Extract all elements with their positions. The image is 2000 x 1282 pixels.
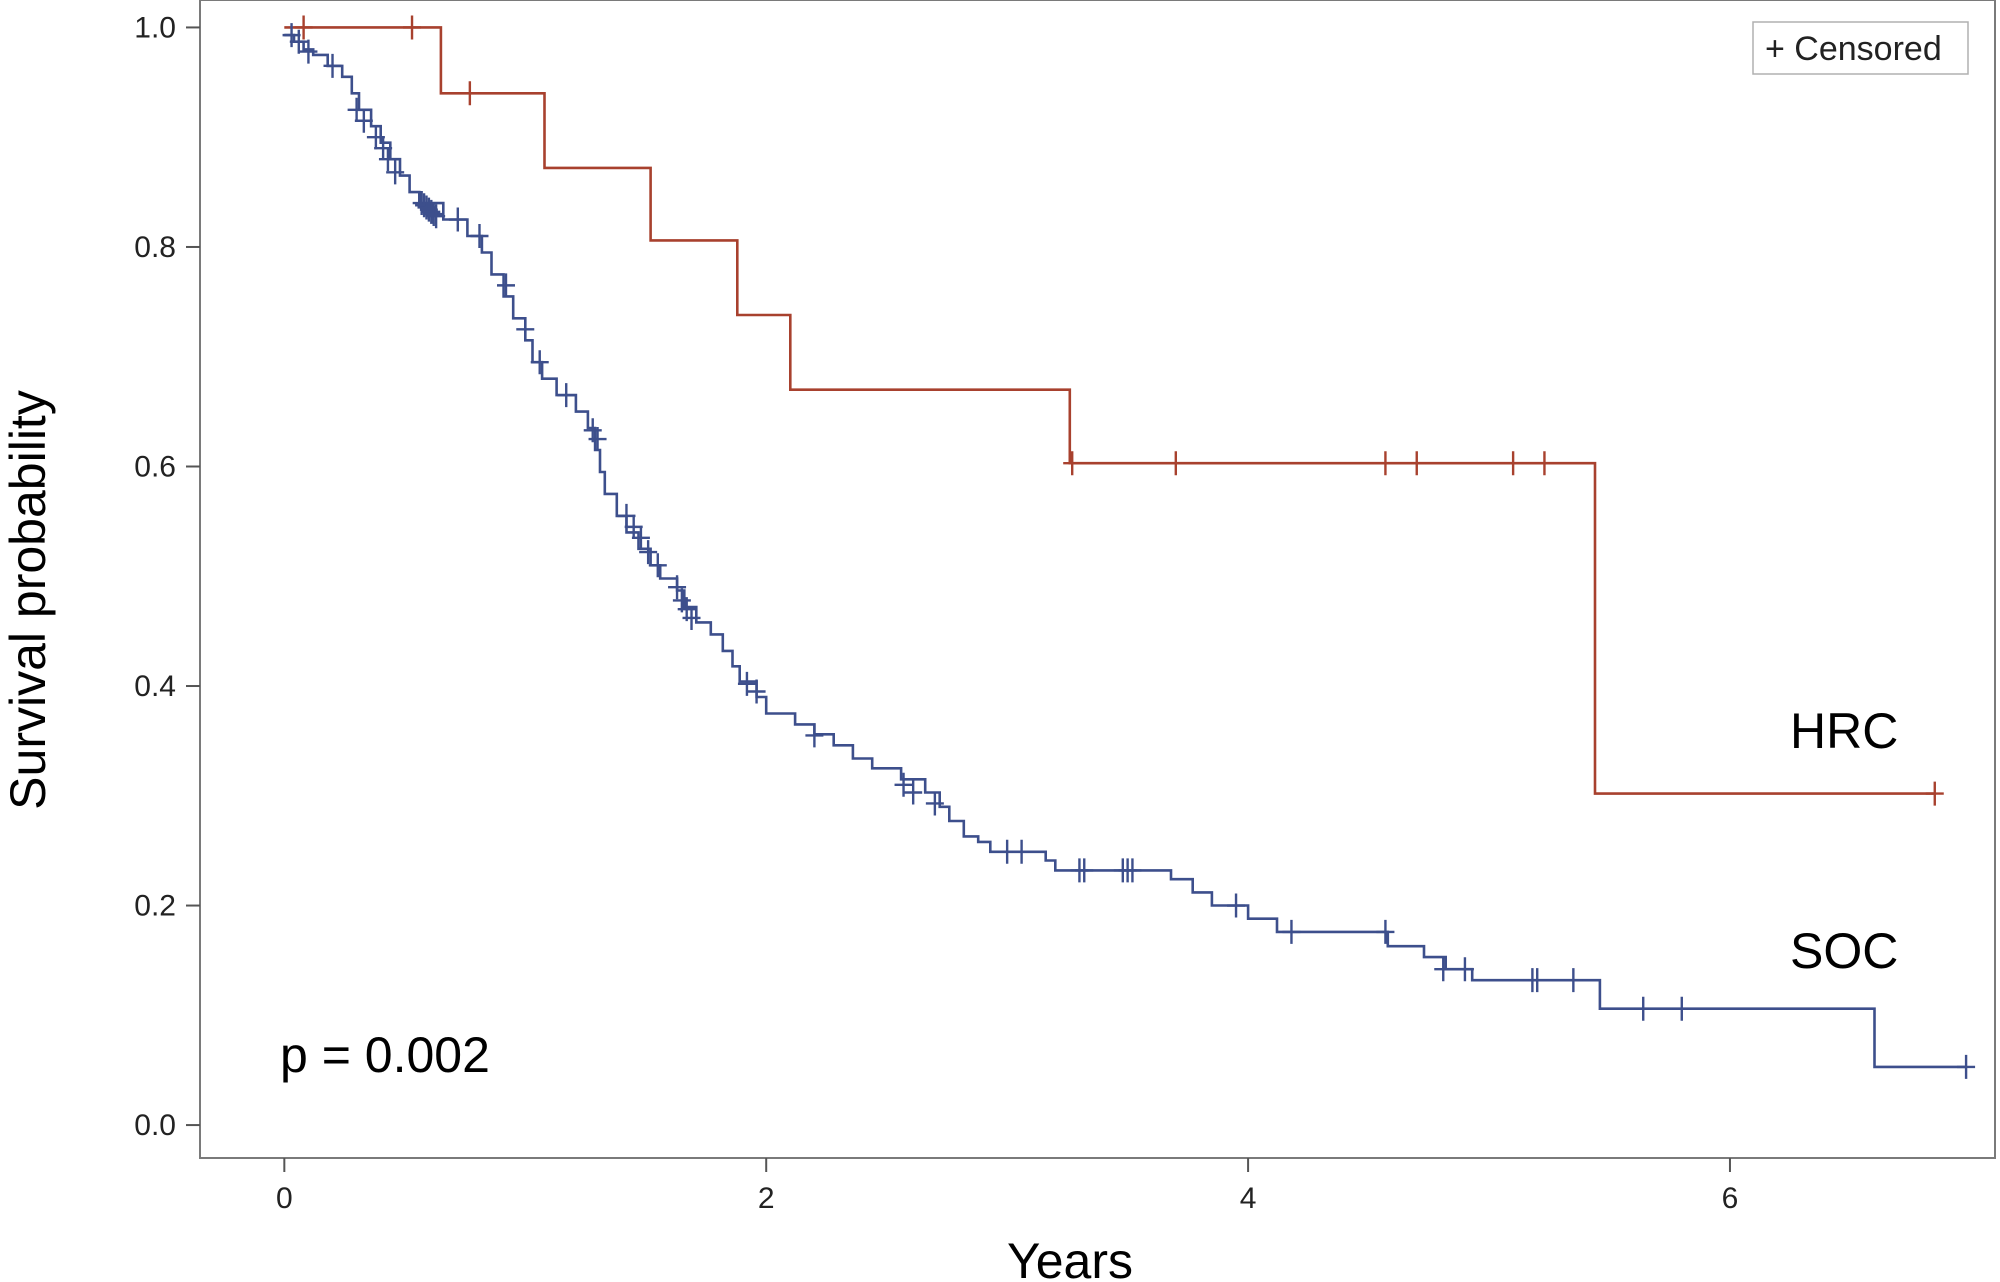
- censor-mark: [1434, 957, 1453, 982]
- censor-mark: [1925, 781, 1944, 806]
- censor-mark: [557, 383, 576, 408]
- censor-mark: [347, 97, 366, 122]
- y-tick-label: 0.6: [134, 450, 176, 483]
- censor-mark: [639, 540, 658, 565]
- censor-mark: [894, 772, 913, 797]
- censor-mark: [648, 553, 667, 578]
- censor-mark: [588, 427, 607, 452]
- legend-box: [1752, 21, 1969, 75]
- hrc-series-label: HRC: [1790, 703, 1898, 759]
- censor-mark: [1123, 858, 1142, 883]
- censor-mark: [1166, 451, 1185, 476]
- censor-mark: [747, 679, 766, 704]
- censor-mark: [378, 147, 397, 172]
- series-layer: [282, 15, 1976, 1079]
- censor-mark: [1282, 919, 1301, 944]
- censor-mark: [323, 53, 342, 78]
- y-tick-label: 1.0: [134, 11, 176, 44]
- censor-mark: [496, 273, 515, 298]
- x-axis-title: Years: [1007, 1233, 1133, 1282]
- x-tick-label: 2: [758, 1182, 775, 1215]
- censor-mark: [299, 39, 318, 64]
- censor-mark: [1672, 996, 1691, 1021]
- censor-mark: [470, 223, 489, 248]
- censor-mark: [1407, 451, 1426, 476]
- censor-mark: [403, 15, 422, 40]
- censor-mark: [631, 525, 650, 550]
- censor-mark: [1063, 451, 1082, 476]
- x-tick-label: 4: [1240, 1182, 1257, 1215]
- x-tick-label: 6: [1722, 1182, 1739, 1215]
- survival-curve-hrc: [284, 26, 1935, 795]
- censor-mark: [1075, 858, 1094, 883]
- p-value-annotation: p = 0.002: [280, 1027, 490, 1083]
- censor-mark: [294, 15, 313, 40]
- plot-frame: [199, 0, 1996, 1159]
- y-tick-label: 0.0: [134, 1109, 176, 1142]
- y-tick-label: 0.8: [134, 231, 176, 264]
- censor-mark: [1634, 996, 1653, 1021]
- censor-mark: [448, 207, 467, 232]
- y-axis: 0.0 0.2 0.4 0.6 0.8 1.0: [134, 11, 200, 1142]
- censor-mark: [668, 575, 687, 600]
- x-axis: 0 2 4 6: [276, 1158, 1738, 1215]
- censor-mark: [624, 514, 643, 539]
- censor-mark: [617, 503, 636, 528]
- censor-mark: [737, 671, 756, 696]
- censor-mark: [1376, 919, 1395, 944]
- censor-mark: [1227, 893, 1246, 918]
- censor-mark: [1455, 957, 1474, 982]
- censor-mark: [386, 160, 405, 185]
- legend: + Censored: [1752, 21, 1969, 75]
- series-soc: [282, 23, 1976, 1079]
- censor-mark: [366, 125, 385, 150]
- y-tick-label: 0.4: [134, 670, 176, 703]
- censor-mark: [925, 791, 944, 816]
- censor-mark: [460, 81, 479, 106]
- censor-mark: [1528, 968, 1547, 993]
- soc-series-label: SOC: [1790, 923, 1898, 979]
- censor-mark: [805, 723, 824, 748]
- censor-mark: [904, 780, 923, 805]
- survival-curve-soc: [284, 33, 1967, 1069]
- censor-mark: [424, 202, 443, 227]
- censor-mark: [354, 108, 373, 133]
- x-tick-label: 0: [276, 1182, 293, 1215]
- legend-label: + Censored: [1765, 30, 1942, 68]
- censor-mark: [289, 29, 308, 54]
- censor-mark: [282, 23, 301, 48]
- censor-mark: [427, 204, 446, 229]
- series-hrc: [284, 15, 1944, 806]
- censor-mark: [1535, 451, 1554, 476]
- censor-mark: [1957, 1054, 1976, 1079]
- y-tick-label: 0.2: [134, 890, 176, 923]
- censor-mark: [1012, 839, 1031, 864]
- censor-mark: [1376, 451, 1395, 476]
- censor-mark: [516, 317, 535, 342]
- censor-mark: [682, 605, 701, 630]
- y-axis-title: Survival probability: [0, 390, 56, 810]
- censor-mark: [1504, 451, 1523, 476]
- censor-mark: [530, 350, 549, 375]
- censor-mark: [1564, 968, 1583, 993]
